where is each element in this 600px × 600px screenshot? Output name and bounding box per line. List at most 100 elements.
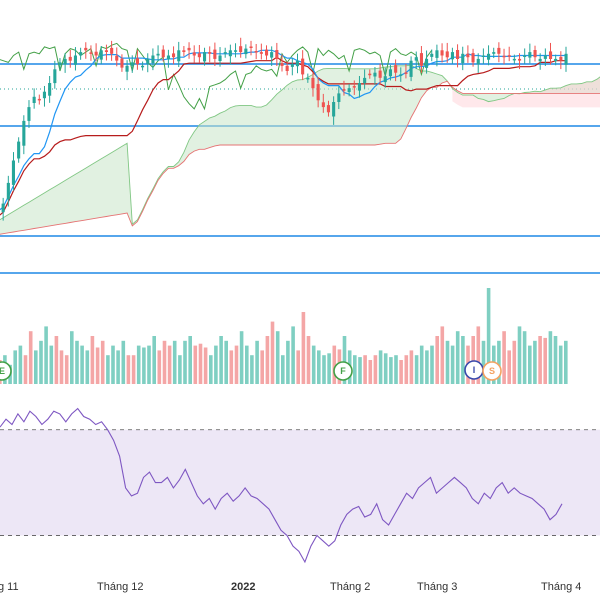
volume-bar	[250, 355, 254, 384]
candle-body	[146, 58, 150, 64]
volume-bar	[512, 340, 517, 384]
volume-bar	[455, 331, 460, 384]
candle-body	[104, 50, 108, 52]
candle-body	[316, 84, 320, 101]
ichimoku-cloud	[0, 65, 600, 235]
candle-body	[239, 46, 243, 53]
x-tick-label: Tháng 3	[417, 581, 457, 593]
candle-body	[84, 47, 88, 51]
volume-bar	[111, 345, 115, 384]
volume-bar	[378, 350, 383, 384]
candle-body	[518, 58, 522, 61]
volume-bar	[327, 353, 331, 384]
volume-bar	[229, 350, 234, 384]
candle-body	[543, 55, 547, 59]
candle-body	[161, 49, 165, 58]
volume-bar	[450, 345, 455, 384]
candle-body	[507, 55, 511, 57]
candle-body	[27, 107, 31, 121]
candle-body	[68, 56, 72, 61]
candle-body	[249, 46, 253, 48]
candle-body	[363, 77, 367, 84]
volume-bar	[409, 350, 414, 384]
volume-bar	[522, 331, 527, 384]
volume-bar	[548, 331, 553, 384]
candle-body	[533, 50, 537, 58]
rsi-pane	[0, 407, 600, 564]
volume-bar	[59, 350, 64, 384]
candle-body	[11, 160, 15, 185]
candle-body	[234, 50, 238, 52]
volume-bar	[193, 345, 198, 384]
volume-bar	[260, 350, 264, 384]
candle-body	[554, 58, 558, 61]
volume-bar	[533, 340, 537, 384]
volume-bar	[368, 360, 373, 384]
candle-body	[115, 55, 119, 61]
candle-body	[63, 58, 67, 65]
volume-bar	[214, 345, 218, 384]
volume-bar	[332, 345, 337, 384]
volume-bar	[517, 326, 522, 384]
candle-body	[254, 51, 258, 53]
candle-body	[280, 63, 284, 66]
candle-body	[481, 55, 485, 57]
candle-body	[6, 182, 10, 200]
candle-body	[476, 58, 480, 65]
volume-bar	[188, 336, 192, 384]
volume-bar	[301, 312, 306, 384]
volume-bar	[152, 336, 156, 384]
volume-bar	[18, 345, 23, 384]
volume-bar	[147, 345, 151, 384]
volume-bar	[13, 350, 17, 384]
candle-body	[79, 52, 83, 56]
volume-bar	[543, 337, 547, 384]
volume-bar	[317, 350, 321, 384]
candle-body	[120, 58, 124, 68]
candle-body	[135, 58, 139, 65]
candle-body	[466, 53, 470, 58]
candle-body	[94, 51, 98, 56]
rsi-band	[0, 429, 600, 536]
volume-bar	[34, 350, 38, 384]
volume-bar	[183, 340, 187, 384]
candle-body	[197, 53, 201, 58]
volume-bar	[75, 340, 79, 384]
candle-body	[425, 58, 429, 68]
volume-bar	[265, 336, 270, 384]
candle-body	[166, 55, 170, 60]
candle-body	[404, 72, 408, 74]
candle-body	[290, 64, 294, 67]
volume-bar	[296, 350, 300, 384]
volume-bar	[311, 345, 316, 384]
volume-bar	[224, 340, 228, 384]
candle-body	[394, 65, 398, 73]
volume-bar	[28, 331, 33, 384]
volume-bar	[136, 345, 141, 384]
senkou-span-b	[0, 80, 600, 235]
x-tick-label: g 11	[0, 581, 19, 593]
volume-bar	[414, 355, 419, 384]
volume-bar	[342, 336, 347, 384]
volume-bar	[49, 345, 54, 384]
candle-body	[388, 69, 392, 77]
volume-bar	[435, 336, 439, 384]
candle-body	[285, 65, 289, 71]
candle-body	[435, 50, 439, 58]
candle-body	[311, 77, 315, 89]
candle-body	[22, 120, 26, 146]
volume-bar	[502, 331, 506, 384]
volume-bar	[116, 350, 120, 384]
event-marker-label: S	[489, 366, 495, 376]
volume-bar	[389, 357, 393, 384]
volume-bar	[162, 340, 167, 384]
volume-bar	[275, 331, 280, 384]
candle-body	[218, 55, 222, 61]
candle-body	[321, 102, 325, 108]
candle-body	[187, 47, 191, 51]
x-tick-label: 2022	[231, 581, 255, 593]
candle-body	[419, 53, 423, 66]
volume-bar	[95, 347, 100, 384]
volume-bar	[322, 355, 326, 384]
